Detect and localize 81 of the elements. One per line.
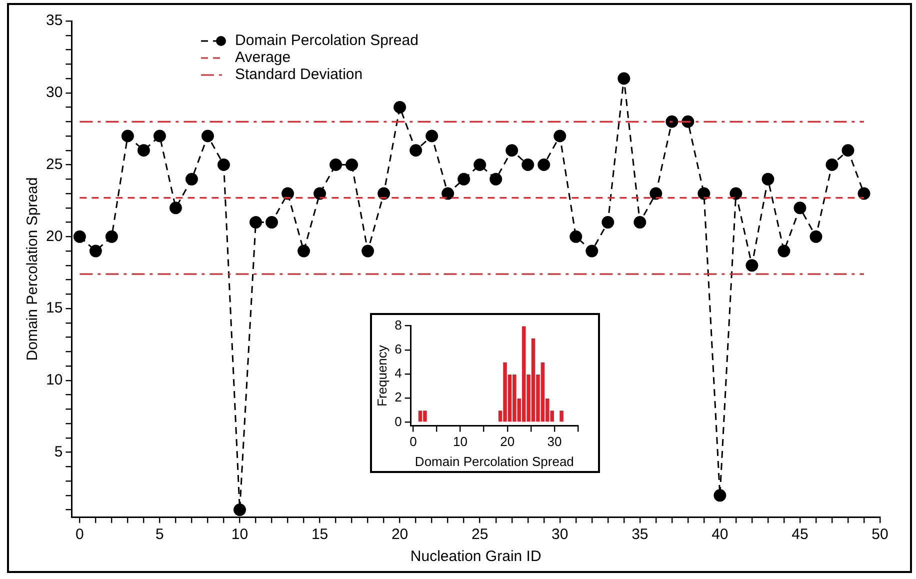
point xyxy=(362,244,374,258)
point xyxy=(826,158,838,172)
x-tick-label: 0 xyxy=(410,434,417,450)
point xyxy=(762,172,774,186)
point xyxy=(234,504,246,516)
point xyxy=(217,158,230,172)
legend-label: Domain Percolation Spread xyxy=(235,32,418,50)
point xyxy=(410,144,422,157)
legend-label: Average xyxy=(235,49,291,66)
legend-label: Standard Deviation xyxy=(235,66,363,84)
point xyxy=(346,158,358,172)
y-tick-label: 15 xyxy=(46,300,63,317)
point xyxy=(570,230,582,243)
point xyxy=(586,244,598,258)
point xyxy=(442,187,454,200)
y-tick-label: 6 xyxy=(394,341,402,356)
point xyxy=(842,144,854,157)
point xyxy=(522,158,534,172)
point xyxy=(201,130,214,142)
y-tick-label: 2 xyxy=(394,390,402,405)
point xyxy=(426,130,438,142)
x-axis-title: Domain Percolation Spread xyxy=(414,454,574,469)
x-tick-label: 10 xyxy=(453,434,468,450)
point xyxy=(778,244,790,258)
point xyxy=(858,187,870,200)
point xyxy=(394,101,406,114)
point xyxy=(506,144,518,157)
point xyxy=(746,259,758,272)
x-tick-label: 25 xyxy=(472,526,488,544)
y-tick-label: 4 xyxy=(394,366,402,381)
x-tick-label: 30 xyxy=(552,526,568,544)
point xyxy=(185,172,198,186)
point xyxy=(474,158,486,172)
x-tick-label: 20 xyxy=(500,434,515,450)
point xyxy=(266,216,278,229)
x-tick-label: 5 xyxy=(156,526,164,544)
x-tick-label: 40 xyxy=(712,526,728,544)
point xyxy=(634,216,646,229)
y-tick-label: 0 xyxy=(394,414,402,429)
point xyxy=(666,115,678,128)
x-tick-label: 10 xyxy=(231,526,248,544)
point xyxy=(490,172,502,186)
point xyxy=(314,187,326,200)
y-axis-title: Domain Percolation Spread xyxy=(24,177,42,361)
x-tick-label: 15 xyxy=(311,526,328,544)
point xyxy=(554,130,566,142)
point xyxy=(538,158,550,172)
point xyxy=(378,187,390,200)
point xyxy=(137,144,150,157)
point xyxy=(298,244,310,258)
y-axis-title: Frequency xyxy=(374,344,390,407)
point xyxy=(650,187,662,200)
x-tick-label: 30 xyxy=(547,434,562,450)
point xyxy=(250,216,262,229)
y-tick-label: 20 xyxy=(46,228,63,245)
x-tick-label: 45 xyxy=(792,526,808,544)
y-tick-label: 25 xyxy=(46,156,63,173)
y-tick-label: 35 xyxy=(46,12,63,30)
point xyxy=(810,230,822,243)
point xyxy=(121,130,134,142)
y-tick-label: 30 xyxy=(46,84,63,102)
point xyxy=(730,187,742,200)
point xyxy=(698,187,710,200)
point xyxy=(169,202,182,214)
point xyxy=(714,489,726,502)
point xyxy=(602,216,614,229)
point xyxy=(282,187,294,200)
x-tick-label: 35 xyxy=(632,526,648,544)
x-axis-title: Nucleation Grain ID xyxy=(410,548,542,566)
point xyxy=(458,172,470,186)
x-tick-label: 50 xyxy=(872,526,888,544)
point xyxy=(618,72,630,85)
point xyxy=(330,158,342,172)
point xyxy=(153,130,166,142)
y-tick-label: 8 xyxy=(394,317,402,332)
y-tick-label: 10 xyxy=(46,372,63,389)
point xyxy=(794,202,806,214)
point xyxy=(73,230,86,243)
point xyxy=(105,230,118,243)
x-tick-label: 0 xyxy=(76,526,84,544)
point xyxy=(89,244,102,258)
